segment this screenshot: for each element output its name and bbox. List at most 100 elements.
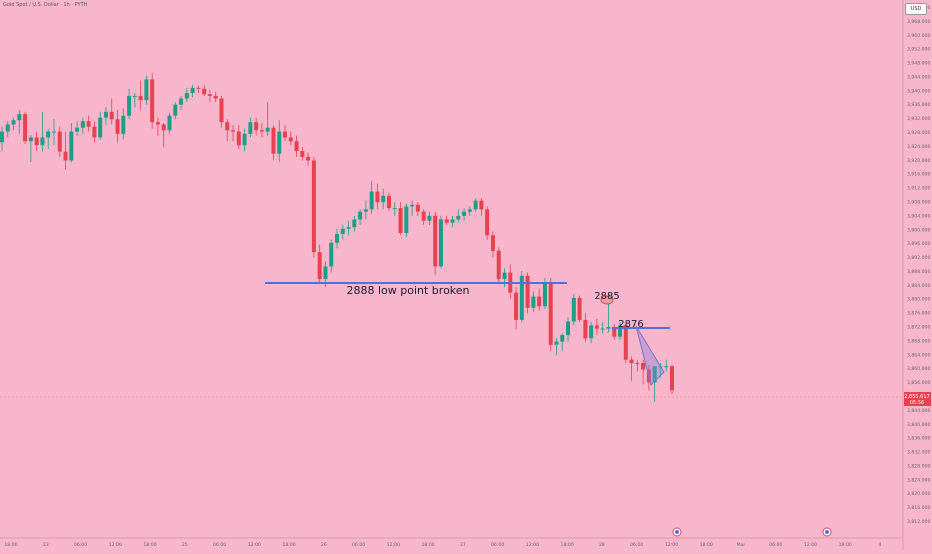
candle [641,359,646,385]
event-flag-icon[interactable] [672,527,682,537]
candle-body [652,366,657,383]
candle-body [589,325,594,339]
candle-body [641,362,646,370]
candle [259,123,264,138]
candle-body [219,98,224,123]
candle-body [542,283,547,307]
candle [433,211,438,275]
x-tick-label: Mar [737,542,746,548]
y-tick-label: 3,844.000 [907,408,930,414]
candle [427,211,432,225]
candle-body [207,94,212,96]
candle-body [618,325,623,337]
candle [248,117,253,138]
candle [612,323,617,340]
peak-marker[interactable] [600,295,614,305]
candle [57,126,62,157]
candle [623,323,628,363]
y-tick-label: 3,948.000 [907,61,930,67]
candle [28,135,33,163]
x-tick-label: 18:00 [839,542,852,548]
candle-body [23,114,28,142]
x-tick-label: 12:00 [248,542,261,548]
candle [5,121,10,138]
y-tick-label: 3,924.000 [907,144,930,150]
candle [467,206,472,216]
currency-button[interactable]: USD [905,3,927,15]
x-axis-ticks: 18:00 23 06:00 12:00 18:00 25 06:00 12:00 18:00 2… [4,542,881,548]
x-tick-label: 12:00 [526,542,539,548]
y-tick-label: 3,916.000 [907,172,930,178]
candle [63,131,68,170]
candle [109,98,114,125]
candle-body [612,327,617,337]
candle [265,102,270,136]
candle [34,131,39,152]
candle [219,95,224,128]
candle [40,111,45,152]
candle-body [121,115,126,134]
symbol-title[interactable]: Gold Spot / U.S. Dollar · 1h · PYTH [3,2,88,8]
candle [283,125,288,142]
event-flag-icon[interactable] [822,527,832,537]
candle [670,364,674,394]
candle-body [98,117,103,138]
candle-body [132,95,137,97]
candle-body [323,266,328,280]
y-tick-label: 3,864.000 [907,352,930,358]
y-tick-label: 3,820.000 [907,491,930,497]
candle [0,126,4,152]
candle [456,209,461,223]
candle-body [277,131,282,154]
candle [589,322,594,344]
x-tick-label: 12:00 [387,542,400,548]
candle-body [231,130,236,132]
candle [98,111,103,140]
y-tick-label: 3,884.000 [907,283,930,289]
y-tick-label: 3,828.000 [907,463,930,469]
candle-body [369,191,374,210]
candle-body [664,366,669,368]
x-tick-label: 18:00 [561,542,574,548]
projection-triangle[interactable] [635,325,665,386]
candle-body [103,111,108,118]
candle [294,135,299,157]
candle [473,198,478,212]
plot-area [0,0,903,550]
candle-body [606,327,611,329]
y-tick-label: 3,888.000 [907,269,930,275]
candle-body [150,79,155,123]
candle [554,338,559,356]
candle-body [571,297,576,322]
candle-body [34,137,39,146]
y-tick-label: 3,816.000 [907,505,930,511]
x-tick-label: 12:00 [804,542,817,548]
candle-body [28,137,33,142]
candle-body [306,156,311,161]
candle-body [46,131,51,138]
candle-body [80,121,85,128]
candle [566,317,571,342]
y-tick-label: 3,892.000 [907,255,930,261]
candle-body [173,104,178,116]
x-tick-label: 23 [43,542,49,548]
candle-body [340,228,345,234]
candle [594,318,599,336]
candle-body [479,200,484,210]
candle-body [490,235,495,251]
candle-body [196,87,201,89]
candle [11,117,16,131]
candle [577,295,582,323]
candle [127,88,132,120]
candle-body [5,124,10,132]
candle [664,359,669,372]
candle-body [346,227,351,229]
candle-body [236,131,241,146]
candle [560,333,565,352]
candle-body [456,215,461,220]
candle-body [115,119,120,134]
candle-body [410,204,415,207]
candle [23,111,28,144]
candle [225,119,230,142]
